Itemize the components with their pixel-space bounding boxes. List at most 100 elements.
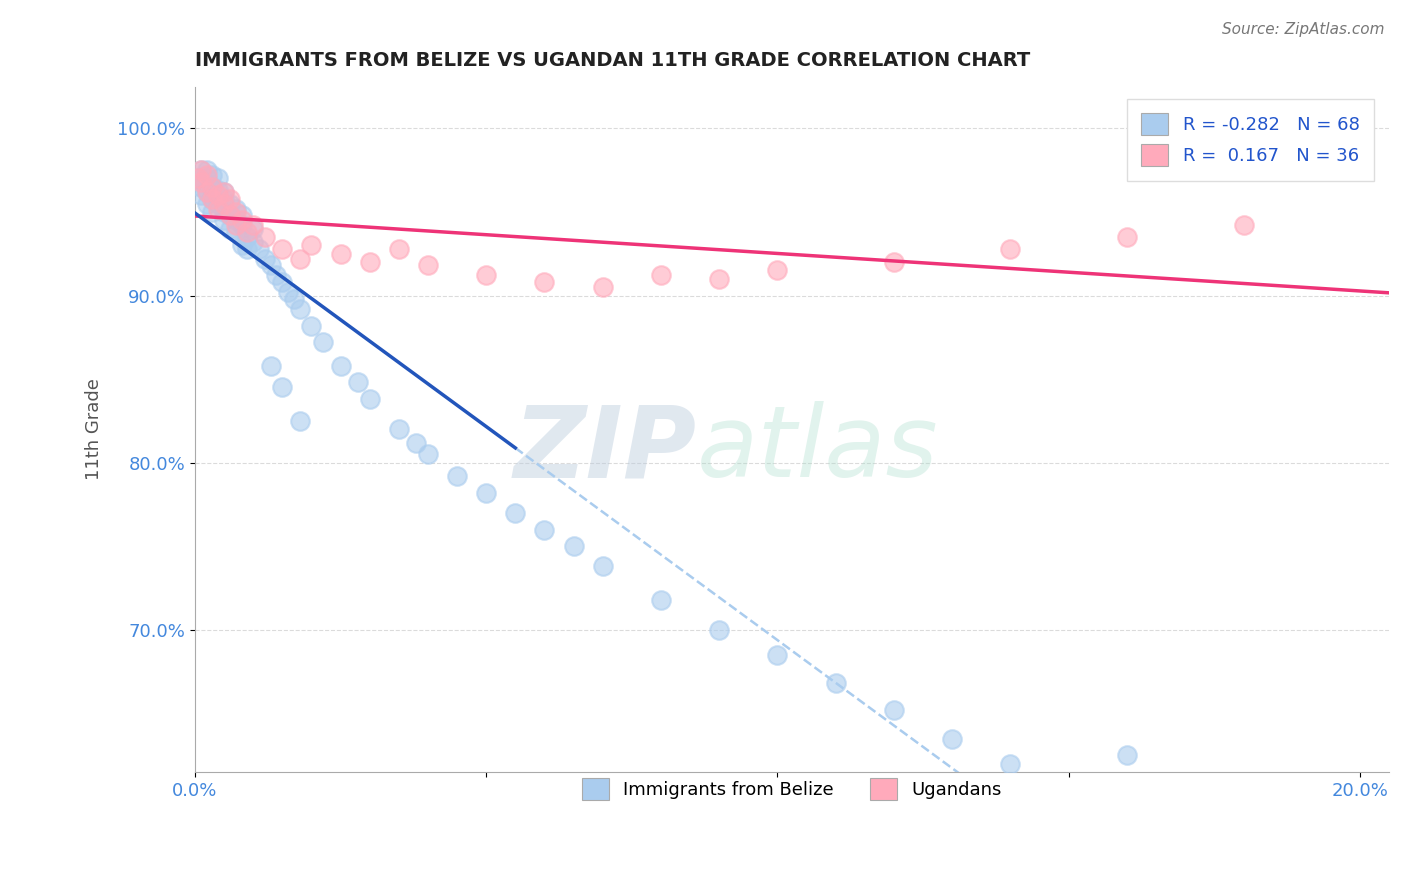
Point <box>195 185 218 199</box>
Point <box>283 292 305 306</box>
Point <box>1000 756 1022 771</box>
Point <box>388 242 411 256</box>
Text: Source: ZipAtlas.com: Source: ZipAtlas.com <box>1222 22 1385 37</box>
Point <box>329 359 352 373</box>
Point <box>218 192 240 206</box>
Point <box>190 175 212 189</box>
Legend: Immigrants from Belize, Ugandans: Immigrants from Belize, Ugandans <box>568 764 1017 814</box>
Point <box>271 275 294 289</box>
Point <box>195 171 218 186</box>
Point <box>207 183 229 197</box>
Point <box>212 213 235 227</box>
Point <box>359 392 381 407</box>
Point <box>388 422 411 436</box>
Text: ZIP: ZIP <box>513 401 696 499</box>
Point <box>190 163 212 178</box>
Point <box>271 242 294 256</box>
Point <box>533 523 555 537</box>
Point <box>277 285 299 300</box>
Point <box>1057 781 1080 796</box>
Point <box>266 268 288 283</box>
Point <box>225 202 247 216</box>
Point <box>475 486 498 500</box>
Point <box>592 559 614 574</box>
Point <box>201 205 224 219</box>
Point <box>259 359 281 373</box>
Point <box>709 623 731 637</box>
Y-axis label: 11th Grade: 11th Grade <box>86 378 103 480</box>
Point <box>288 252 311 266</box>
Point <box>187 171 209 186</box>
Point <box>231 208 253 222</box>
Point <box>201 179 224 194</box>
Point <box>883 255 905 269</box>
Point <box>405 435 427 450</box>
Point <box>218 221 240 235</box>
Point <box>247 242 270 256</box>
Point <box>201 192 224 206</box>
Point <box>193 175 215 189</box>
Point <box>766 263 789 277</box>
Point <box>242 221 264 235</box>
Point <box>190 179 212 194</box>
Point <box>212 196 235 211</box>
Point <box>299 238 322 252</box>
Point <box>359 255 381 269</box>
Point <box>883 703 905 717</box>
Point <box>329 246 352 260</box>
Point <box>195 196 218 211</box>
Point <box>1116 748 1139 763</box>
Point <box>242 235 264 249</box>
Point <box>218 196 240 211</box>
Point <box>562 539 585 553</box>
Point <box>190 188 212 202</box>
Point <box>212 192 235 206</box>
Point <box>231 213 253 227</box>
Point <box>212 185 235 199</box>
Point <box>218 208 240 222</box>
Point <box>505 506 527 520</box>
Point <box>824 676 846 690</box>
Point <box>766 648 789 662</box>
Text: IMMIGRANTS FROM BELIZE VS UGANDAN 11TH GRADE CORRELATION CHART: IMMIGRANTS FROM BELIZE VS UGANDAN 11TH G… <box>195 51 1031 70</box>
Point <box>207 196 229 211</box>
Point <box>225 205 247 219</box>
Point <box>242 219 264 233</box>
Point <box>312 335 335 350</box>
Point <box>201 168 224 182</box>
Point <box>218 208 240 222</box>
Point <box>195 185 218 199</box>
Point <box>253 230 276 244</box>
Point <box>416 447 439 461</box>
Point <box>225 219 247 233</box>
Point <box>207 171 229 186</box>
Point <box>231 238 253 252</box>
Point <box>650 268 672 283</box>
Point <box>225 225 247 239</box>
Point <box>207 202 229 216</box>
Point <box>347 376 370 390</box>
Point <box>236 230 259 244</box>
Text: atlas: atlas <box>696 401 938 499</box>
Point <box>1116 230 1139 244</box>
Point <box>271 380 294 394</box>
Point <box>288 414 311 428</box>
Point <box>416 259 439 273</box>
Point <box>941 731 963 746</box>
Point <box>1000 242 1022 256</box>
Point <box>201 179 224 194</box>
Point <box>195 163 218 178</box>
Point <box>259 259 281 273</box>
Point <box>236 225 259 239</box>
Point <box>253 252 276 266</box>
Point <box>650 592 672 607</box>
Point <box>533 275 555 289</box>
Point <box>190 163 212 178</box>
Point <box>236 242 259 256</box>
Point <box>288 301 311 316</box>
Point <box>187 171 209 186</box>
Point <box>231 219 253 233</box>
Point <box>475 268 498 283</box>
Point <box>201 192 224 206</box>
Point <box>592 280 614 294</box>
